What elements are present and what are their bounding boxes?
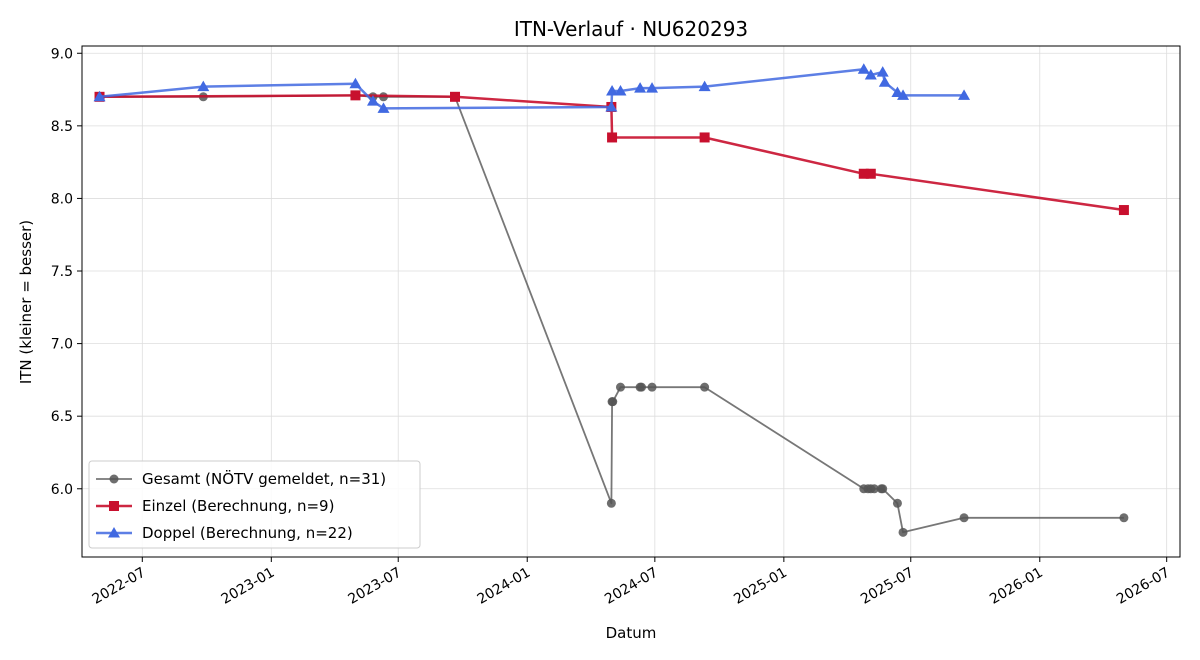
y-tick-label: 7.5: [51, 264, 73, 280]
data-point: [865, 168, 876, 179]
data-point: [647, 382, 657, 392]
data-point: [857, 63, 870, 74]
data-point: [366, 95, 379, 106]
x-tick-label: 2022-07: [90, 565, 149, 608]
data-point: [350, 90, 361, 101]
data-point: [634, 82, 647, 93]
y-tick-label: 8.0: [51, 191, 73, 207]
data-point: [377, 102, 390, 113]
data-point: [606, 85, 619, 96]
data-point: [608, 397, 618, 407]
data-point: [897, 89, 910, 100]
data-point: [607, 132, 618, 143]
data-point: [892, 498, 902, 508]
legend-label: Doppel (Berechnung, n=22): [142, 524, 353, 542]
legend: Gesamt (NÖTV gemeldet, n=31) Einzel (Bere…: [88, 460, 421, 549]
data-point: [637, 382, 647, 392]
x-tick-label: 2023-01: [219, 565, 278, 608]
y-tick-label: 6.5: [51, 409, 73, 425]
data-point: [959, 513, 969, 523]
data-point: [197, 80, 210, 92]
data-point: [1119, 513, 1129, 523]
x-axis-ticks: 2022-07 2023-01 2023-07 2024-01 2024-07 2025-…: [90, 557, 1173, 608]
data-point: [349, 77, 362, 89]
x-tick-label: 2024-01: [475, 565, 534, 608]
data-point: [700, 382, 710, 392]
y-axis-label: ITN (kleiner = besser): [17, 220, 35, 384]
x-tick-label: 2024-07: [602, 565, 661, 608]
legend-label: Gesamt (NÖTV gemeldet, n=31): [142, 469, 386, 488]
data-point: [869, 484, 879, 494]
x-tick-label: 2023-07: [346, 565, 405, 608]
data-point: [606, 498, 616, 508]
y-axis-ticks: 6.0 6.5 7.0 7.5 8.0 8.5 9.0: [51, 46, 82, 498]
data-point: [646, 82, 659, 93]
legend-marker: [109, 501, 119, 511]
data-point: [699, 132, 710, 143]
legend-label: Einzel (Berechnung, n=9): [142, 497, 334, 515]
data-point: [878, 76, 891, 87]
data-point: [605, 100, 618, 112]
data-point: [878, 484, 888, 494]
data-point: [958, 89, 971, 100]
grid: [82, 46, 1180, 557]
legend-marker: [108, 527, 120, 538]
y-tick-label: 8.5: [51, 119, 73, 135]
plot-frame: [81, 45, 1181, 558]
data-point: [450, 91, 461, 102]
x-tick-label: 2026-07: [1114, 565, 1173, 608]
data-point: [898, 527, 908, 537]
series-2: [93, 63, 971, 113]
data-point: [698, 80, 711, 92]
data-point: [93, 90, 106, 102]
x-tick-label: 2026-01: [987, 565, 1046, 608]
y-tick-label: 9.0: [51, 46, 73, 62]
data-point: [864, 69, 877, 80]
x-axis-label: Datum: [606, 624, 657, 642]
data-point: [876, 66, 889, 77]
legend-box: [88, 460, 421, 549]
data-point: [615, 382, 625, 392]
data-point: [1118, 205, 1129, 216]
x-tick-label: 2025-01: [731, 565, 790, 608]
data-point: [858, 168, 869, 179]
chart-title: ITN-Verlauf · NU620293: [514, 17, 748, 41]
legend-marker: [109, 474, 119, 484]
x-tick-label: 2025-07: [858, 565, 917, 608]
y-tick-label: 7.0: [51, 337, 73, 353]
data-point: [614, 85, 627, 96]
plot-area: [93, 63, 1129, 537]
series-line: [99, 94, 1125, 212]
y-tick-label: 6.0: [51, 482, 73, 498]
